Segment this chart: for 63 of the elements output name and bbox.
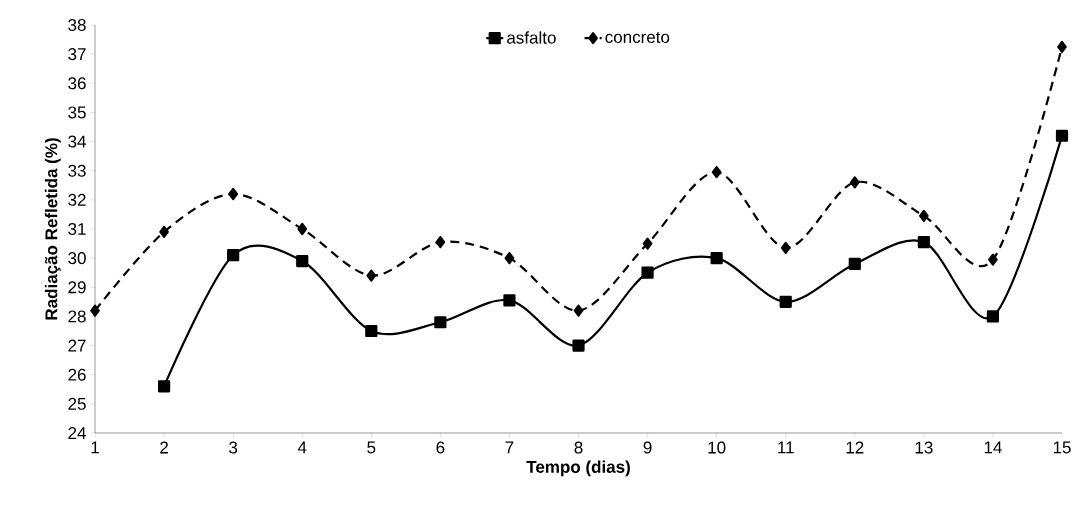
x-tick-label: 6 <box>436 441 445 454</box>
point <box>157 380 171 393</box>
legend-label: asfalto <box>507 31 556 44</box>
x-tick-label: 15 <box>1053 441 1071 454</box>
y-tick-label: 30 <box>68 252 86 265</box>
point <box>641 266 654 279</box>
point <box>710 252 723 265</box>
point <box>988 253 998 266</box>
x-tick-label: 8 <box>574 441 583 454</box>
point <box>503 294 516 307</box>
y-tick-label: 27 <box>68 339 86 352</box>
point <box>227 249 240 262</box>
x-tick-label: 4 <box>297 441 307 454</box>
y-tick-label: 32 <box>68 193 86 206</box>
point <box>434 316 447 329</box>
x-tick-label: 10 <box>708 441 726 454</box>
y-tick-label: 34 <box>68 135 86 148</box>
point <box>90 304 100 317</box>
point <box>504 252 515 265</box>
point <box>780 241 791 255</box>
point <box>849 176 860 189</box>
x-tick-label: 12 <box>846 441 864 454</box>
y-tick-label: 26 <box>68 368 86 381</box>
y-tick-label: 25 <box>68 397 86 410</box>
point <box>919 209 929 222</box>
point <box>435 236 446 249</box>
x-tick-label: 14 <box>984 441 1002 454</box>
point <box>365 324 378 338</box>
x-tick-label: 11 <box>778 441 794 454</box>
y-axis-title: Radiação Refletida (%) <box>44 138 61 320</box>
point <box>228 187 238 201</box>
point <box>1057 40 1067 53</box>
y-tick-label: 38 <box>68 18 86 32</box>
y-tick-label: 29 <box>68 281 86 294</box>
point <box>573 304 584 317</box>
x-tick-label: 5 <box>367 441 376 454</box>
x-tick-label: 13 <box>915 441 933 454</box>
y-tick-label: 28 <box>68 310 86 323</box>
x-axis-title: Tempo (dias) <box>526 460 630 477</box>
point <box>848 257 861 271</box>
y-tick-label: 37 <box>68 48 86 61</box>
x-tick-label: 9 <box>643 441 652 454</box>
y-tick-label: 33 <box>68 164 86 177</box>
x-tick-label: 7 <box>505 441 514 454</box>
point <box>572 339 585 352</box>
y-tick-label: 24 <box>68 427 86 439</box>
point <box>642 237 653 250</box>
legend-label: concreto <box>605 31 670 44</box>
point <box>296 254 309 268</box>
x-tick-label: 2 <box>160 441 168 454</box>
x-tick-label: 1 <box>91 441 99 454</box>
point <box>1055 129 1069 142</box>
y-tick-label: 36 <box>68 77 86 90</box>
point <box>297 222 308 236</box>
point <box>779 295 792 308</box>
point <box>711 166 722 179</box>
point <box>159 225 169 238</box>
y-tick-label: 35 <box>68 106 86 119</box>
y-tick-label: 31 <box>68 222 86 236</box>
point <box>366 269 377 282</box>
point <box>917 236 930 249</box>
point <box>986 310 1000 323</box>
x-tick-label: 3 <box>229 441 238 454</box>
